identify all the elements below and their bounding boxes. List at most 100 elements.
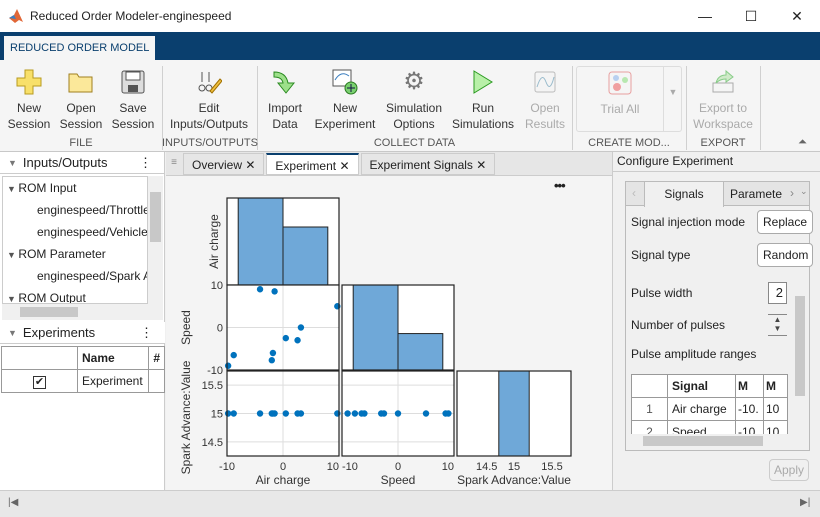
separator bbox=[572, 66, 573, 150]
histogram-bar bbox=[498, 370, 530, 457]
min-cell[interactable]: -10 bbox=[735, 420, 764, 434]
tree-label: ROM Input bbox=[18, 181, 77, 195]
column-header-max[interactable]: M bbox=[763, 374, 788, 398]
count-cell bbox=[148, 369, 165, 393]
label: Data bbox=[272, 117, 298, 131]
x-tick-label: -10 bbox=[219, 461, 235, 473]
experiments-table: Name # ✔ Experiment bbox=[1, 346, 165, 393]
inputs-outputs-tree[interactable]: ▼ ROM Input enginespeed/Throttle enginespe… bbox=[2, 176, 148, 304]
data-point bbox=[268, 357, 275, 364]
import-data-button[interactable]: Import Data bbox=[262, 66, 308, 132]
max-cell[interactable]: 10 bbox=[763, 397, 788, 421]
tree-group[interactable]: ▼ ROM Parameter bbox=[3, 243, 147, 265]
tab-bar: ‹ Signals Paramete › ⌄ bbox=[626, 182, 809, 207]
column-header-signal[interactable]: Signal bbox=[667, 374, 736, 398]
data-point bbox=[282, 410, 289, 417]
table-row[interactable]: 1 Air charge -10. 10 bbox=[631, 397, 788, 421]
tree-group[interactable]: ▼ ROM Output bbox=[3, 287, 147, 304]
data-point bbox=[224, 362, 232, 369]
new-experiment-button[interactable]: New Experiment bbox=[312, 66, 378, 132]
expand-icon[interactable]: ▼ bbox=[7, 184, 19, 194]
x-tick-label: 14.5 bbox=[476, 461, 497, 473]
pulse-width-label: Pulse width bbox=[631, 286, 693, 300]
data-point bbox=[442, 410, 449, 417]
close-icon[interactable]: ✕ bbox=[245, 158, 256, 172]
horizontal-scrollbar[interactable] bbox=[2, 304, 163, 320]
number-of-pulses-label: Number of pulses bbox=[631, 318, 726, 332]
x-tick-label: 0 bbox=[395, 461, 401, 473]
new-experiment-icon bbox=[312, 66, 378, 98]
tree-item[interactable]: enginespeed/Vehicle bbox=[3, 221, 147, 243]
column-header-name[interactable]: Name bbox=[76, 346, 150, 370]
tab-signals[interactable]: Signals bbox=[644, 182, 724, 207]
signal-cell[interactable]: Air charge bbox=[667, 397, 736, 421]
tab-overview[interactable]: Overview ✕ bbox=[183, 153, 265, 175]
export-icon bbox=[690, 66, 756, 98]
column-header-count[interactable]: # bbox=[148, 346, 165, 370]
collapse-toolstrip-icon[interactable]: ⏶ bbox=[798, 136, 807, 148]
collapse-icon[interactable]: ▼ bbox=[8, 157, 17, 168]
max-cell[interactable]: 10 bbox=[763, 420, 788, 434]
scroll-left-icon[interactable]: |◀ bbox=[8, 497, 19, 508]
label: Import bbox=[267, 101, 302, 115]
vertical-scrollbar[interactable] bbox=[148, 176, 163, 304]
tab-reduced-order-model[interactable]: REDUCED ORDER MODEL bbox=[4, 36, 156, 60]
data-point bbox=[224, 410, 232, 417]
edit-io-icon bbox=[166, 66, 252, 98]
save-session-button[interactable]: Save Session bbox=[110, 66, 156, 132]
signal-type-dropdown[interactable]: Random bbox=[757, 243, 813, 267]
x-tick-label: 0 bbox=[280, 461, 286, 473]
edit-inputs-outputs-button[interactable]: Edit Inputs/Outputs bbox=[166, 66, 252, 132]
expand-icon[interactable]: ▼ bbox=[7, 294, 19, 304]
chevron-down-icon[interactable]: ⌄ bbox=[800, 186, 808, 196]
histogram-bar bbox=[397, 333, 444, 371]
panel-title: Configure Experiment bbox=[613, 152, 820, 172]
more-options-icon[interactable]: ••• bbox=[554, 178, 566, 193]
data-point bbox=[294, 337, 301, 344]
more-options-icon[interactable]: ⋮ bbox=[140, 324, 153, 340]
trial-all-split-button: Trial All ▼ bbox=[576, 66, 682, 132]
tab-parameters[interactable]: Paramete bbox=[730, 187, 783, 201]
min-cell[interactable]: -10. bbox=[735, 397, 764, 421]
horizontal-scrollbar[interactable] bbox=[631, 434, 793, 448]
minimize-button[interactable]: — bbox=[698, 8, 712, 24]
pulse-width-field[interactable]: 2 bbox=[768, 282, 787, 304]
close-button[interactable]: ✕ bbox=[791, 8, 803, 24]
data-point bbox=[361, 410, 368, 417]
tree-item[interactable]: enginespeed/Spark Advance bbox=[3, 265, 147, 287]
run-simulations-button[interactable]: Run Simulations bbox=[450, 66, 516, 132]
label: Simulation bbox=[385, 101, 443, 115]
experiment-name-cell[interactable]: Experiment bbox=[76, 369, 150, 393]
experiments-header: ▼ Experiments ⋮ bbox=[0, 322, 165, 344]
maximize-button[interactable]: ☐ bbox=[744, 8, 758, 24]
vertical-scrollbar[interactable] bbox=[793, 282, 807, 432]
tab-experiment-signals[interactable]: Experiment Signals ✕ bbox=[360, 153, 496, 175]
signal-cell[interactable]: Speed bbox=[667, 420, 736, 434]
signal-injection-mode-dropdown[interactable]: Replace bbox=[757, 210, 813, 234]
table-row[interactable]: 2 Speed -10 10 bbox=[631, 420, 788, 434]
number-of-pulses-spinner[interactable]: ▲ ▼ bbox=[768, 314, 787, 336]
more-options-icon[interactable]: ⋮ bbox=[139, 154, 152, 170]
inputs-outputs-header: ▼ Inputs/Outputs ⋮ bbox=[0, 152, 164, 174]
tab-scroll-left-icon[interactable]: ‹ bbox=[632, 186, 636, 200]
label: Edit bbox=[198, 101, 220, 115]
table-row[interactable]: ✔ Experiment bbox=[1, 369, 165, 393]
tab-experiment[interactable]: Experiment ✕ bbox=[266, 153, 359, 175]
close-icon[interactable]: ✕ bbox=[339, 159, 350, 173]
label: Export to bbox=[698, 101, 748, 115]
new-session-button[interactable]: New Session bbox=[6, 66, 52, 132]
collapse-icon[interactable]: ▼ bbox=[8, 327, 17, 338]
column-header-min[interactable]: M bbox=[735, 374, 764, 398]
tree-item[interactable]: enginespeed/Throttle bbox=[3, 199, 147, 221]
simulation-options-button[interactable]: ⚙ Simulation Options bbox=[382, 66, 446, 132]
open-session-button[interactable]: Open Session bbox=[58, 66, 104, 132]
document-menu-icon[interactable]: ≡ bbox=[171, 157, 177, 168]
close-icon[interactable]: ✕ bbox=[476, 158, 487, 172]
tab-scroll-right-icon[interactable]: › bbox=[790, 186, 794, 200]
expand-icon[interactable]: ▼ bbox=[7, 250, 19, 260]
enable-checkbox[interactable]: ✔ bbox=[1, 369, 78, 393]
tree-group[interactable]: ▼ ROM Input bbox=[3, 177, 147, 199]
scroll-right-icon[interactable]: ▶| bbox=[800, 497, 811, 508]
row-index: 2 bbox=[631, 420, 668, 434]
